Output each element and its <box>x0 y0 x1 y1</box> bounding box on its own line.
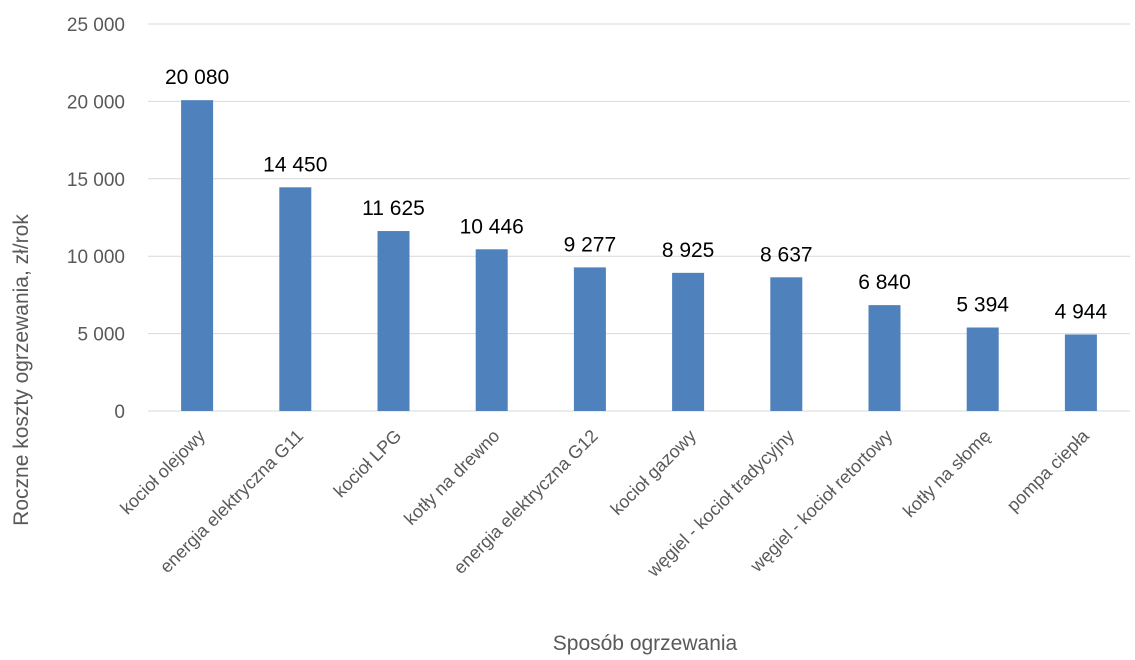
x-category-label: kocioł LPG <box>330 426 406 502</box>
bar <box>1064 334 1097 411</box>
y-tick-label: 20 000 <box>67 92 125 113</box>
data-label: 6 840 <box>858 271 911 294</box>
bar <box>966 327 999 411</box>
data-label: 4 944 <box>1055 300 1108 323</box>
data-label: 5 394 <box>956 294 1009 317</box>
data-label: 10 446 <box>460 215 524 238</box>
data-labels: 20 080 14 450 11 625 10 446 9 277 8 925 8 637 6… <box>165 66 1108 323</box>
y-tick-label: 25 000 <box>67 15 125 36</box>
y-tick-label: 10 000 <box>67 247 125 268</box>
y-tick-label: 5 000 <box>77 325 125 346</box>
x-category-label: kotły na słomę <box>899 426 995 522</box>
bar <box>868 305 901 411</box>
y-tick-label: 0 <box>114 402 125 423</box>
bar <box>770 277 803 411</box>
bar <box>377 231 410 411</box>
data-label: 11 625 <box>362 197 425 220</box>
bar <box>672 272 705 411</box>
x-axis-title: Sposób ogrzewania <box>553 632 738 655</box>
data-label: 8 637 <box>760 243 813 266</box>
data-label: 8 925 <box>662 239 715 262</box>
bar <box>573 267 606 411</box>
x-category-label: kotły na drewno <box>400 426 503 529</box>
bar <box>181 100 214 412</box>
bars <box>181 100 1097 412</box>
y-axis-ticks: 0 5 000 10 000 15 000 20 000 25 000 <box>67 15 125 423</box>
bar <box>279 187 312 411</box>
data-label: 20 080 <box>165 66 229 89</box>
x-category-label: pompa ciepła <box>1003 425 1094 516</box>
gridlines <box>148 23 1130 412</box>
y-tick-label: 15 000 <box>67 170 125 191</box>
x-category-label: kocioł gazowy <box>607 426 700 519</box>
y-axis-title: Roczne koszty ogrzewania, zł/rok <box>10 214 33 526</box>
data-label: 14 450 <box>263 153 327 176</box>
data-label: 9 277 <box>564 233 617 256</box>
bar <box>475 249 508 411</box>
x-category-label: kocioł olejowy <box>116 426 209 519</box>
